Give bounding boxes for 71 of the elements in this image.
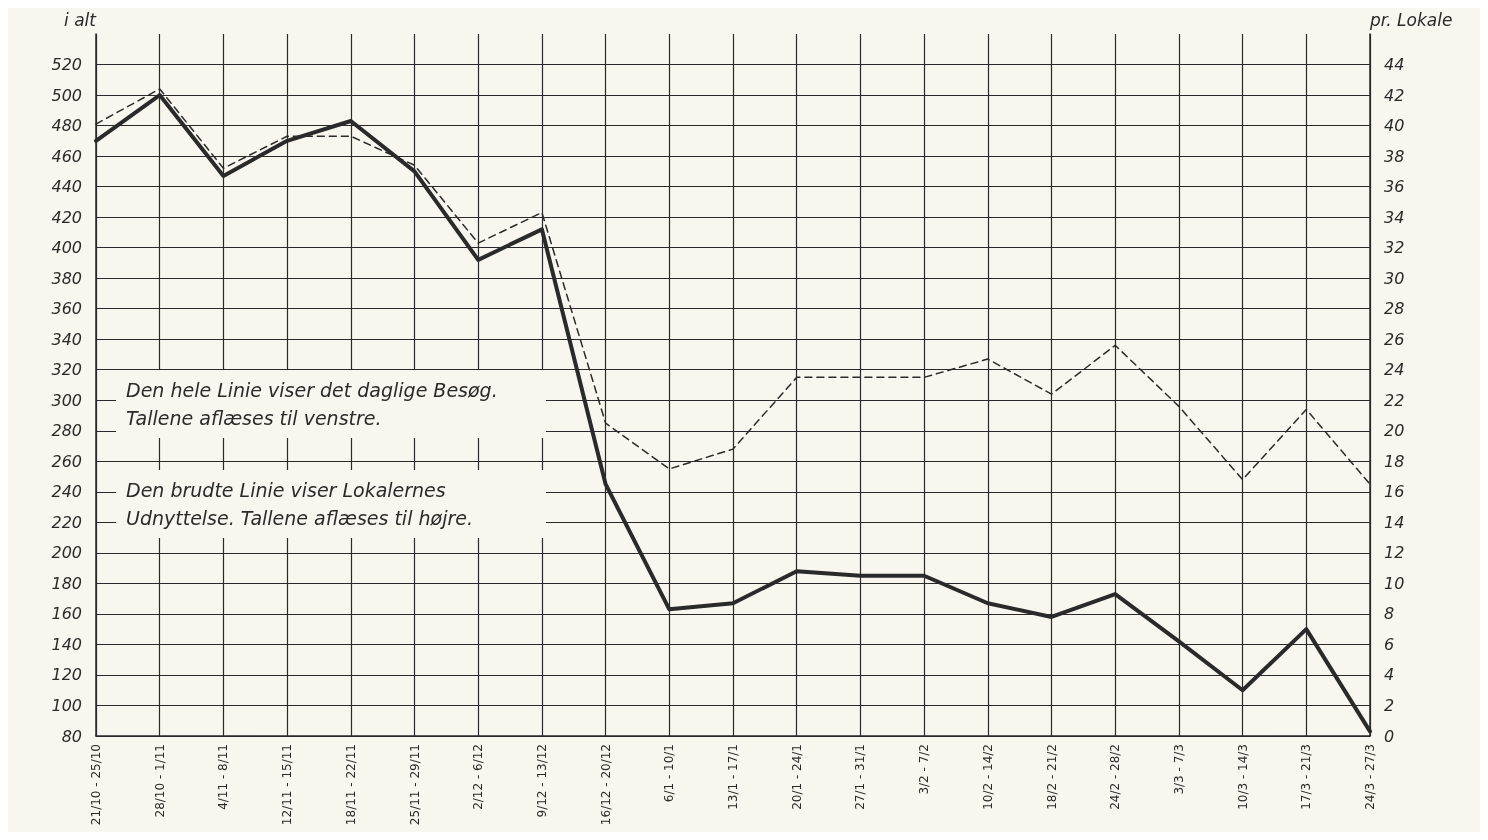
y-tick-label: 440 [51,177,82,197]
y2-tick-label: 40 [1384,116,1405,136]
y-tick-label: 200 [51,543,82,563]
y-tick-label: 360 [51,299,82,319]
x-tick-label: 3/2 - 7/2 [917,744,932,795]
x-tick-label: 3/3 - 7/3 [1171,744,1186,795]
x-tick-label: 9/12 - 13/12 [534,744,549,818]
y-tick-label: 320 [51,360,82,380]
x-tick-label: 12/11 - 15/11 [280,744,295,826]
y2-tick-label: 8 [1384,604,1395,624]
x-tick-label: 25/11 - 29/11 [407,744,422,826]
y2-tick-label: 30 [1384,268,1405,288]
x-tick-label: 24/3 - 27/3 [1363,744,1377,810]
y-tick-label: 520 [51,55,82,75]
x-tick-label: 18/2 - 21/2 [1044,744,1059,810]
y2-tick-label: 2 [1384,695,1395,715]
y-tick-label: 80 [61,726,82,746]
y-axis-title: i alt [64,9,98,30]
y-tick-label: 120 [51,665,82,685]
y2-tick-label: 44 [1384,55,1405,75]
y2-tick-label: 20 [1384,421,1405,441]
y2-tick-label: 26 [1384,329,1405,349]
x-tick-label: 18/11 - 22/11 [343,744,358,826]
y-tick-label: 500 [51,85,82,105]
note-panel: Den brudte Linie viser Lokalernes Udnyttelse. Tallene aflæses til højre. [116,470,546,538]
y-tick-label: 140 [51,634,82,654]
y-tick-label: 220 [51,512,82,532]
y2-tick-label: 22 [1384,390,1405,410]
y2-tick-label: 32 [1384,238,1405,258]
y2-tick-label: 42 [1384,85,1405,105]
y2-tick-label: 14 [1384,512,1405,532]
x-tick-label: 24/2 - 28/2 [1108,744,1123,810]
y2-tick-label: 10 [1384,573,1405,593]
y2-tick-label: 16 [1384,482,1405,502]
x-tick-label: 28/10 - 1/11 [152,744,167,818]
x-tick-label: 16/12 - 20/12 [598,744,613,826]
y-tick-label: 380 [51,268,82,288]
y2-tick-label: 4 [1384,665,1395,685]
note-panel: Den hele Linie viser det daglige Besøg. Tallene aflæses til venstre. [116,370,546,438]
y2-tick-label: 12 [1384,543,1405,563]
x-tick-label: 20/1 - 24/1 [789,744,804,810]
y2-tick-label: 28 [1384,299,1405,319]
y-tick-label: 400 [51,238,82,258]
x-tick-label: 21/10 - 25/10 [89,744,103,826]
y-tick-label: 420 [51,207,82,227]
y2-axis-title: pr. Lokale [1369,9,1453,30]
y-tick-label: 180 [51,573,82,593]
x-tick-label: 4/11 - 8/11 [216,744,231,810]
y-tick-label: 340 [51,329,82,349]
y2-tick-label: 36 [1384,177,1405,197]
y-tick-label: 460 [51,146,82,166]
y2-tick-label: 6 [1384,634,1395,654]
x-tick-label: 10/3 - 14/3 [1235,744,1250,810]
y-tick-label: 100 [51,695,82,715]
x-tick-label: 2/12 - 6/12 [471,744,486,810]
y2-tick-label: 38 [1384,146,1405,166]
y2-tick-label: 24 [1384,360,1405,380]
y-tick-label: 260 [51,451,82,471]
x-tick-label: 13/1 - 17/1 [726,744,740,810]
x-tick-label: 27/1 - 31/1 [853,744,868,810]
y2-tick-label: 34 [1384,207,1405,227]
y2-tick-label: 18 [1384,451,1405,471]
x-tick-label: 6/1 - 10/1 [662,744,677,803]
x-tick-label: 10/2 - 14/2 [980,744,995,810]
y-tick-label: 480 [51,116,82,136]
y-tick-label: 160 [51,604,82,624]
y-tick-label: 240 [51,482,82,502]
y-tick-label: 280 [51,421,82,441]
y-tick-label: 300 [51,390,82,410]
x-tick-label: 17/3 - 21/3 [1299,744,1314,810]
y2-tick-label: 0 [1384,726,1395,746]
